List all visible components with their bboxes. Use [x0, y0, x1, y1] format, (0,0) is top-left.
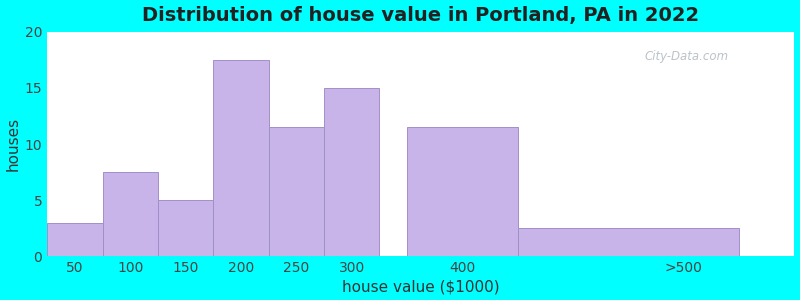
Bar: [158, 200, 214, 256]
Bar: [214, 60, 269, 256]
X-axis label: house value ($1000): house value ($1000): [342, 279, 500, 294]
Bar: [407, 127, 518, 256]
Bar: [324, 88, 379, 256]
Title: Distribution of house value in Portland, PA in 2022: Distribution of house value in Portland,…: [142, 6, 699, 25]
Bar: [102, 172, 158, 256]
Text: City-Data.com: City-Data.com: [645, 50, 729, 63]
Bar: [518, 228, 739, 256]
Bar: [269, 127, 324, 256]
Y-axis label: houses: houses: [6, 117, 21, 171]
Bar: [47, 223, 102, 256]
